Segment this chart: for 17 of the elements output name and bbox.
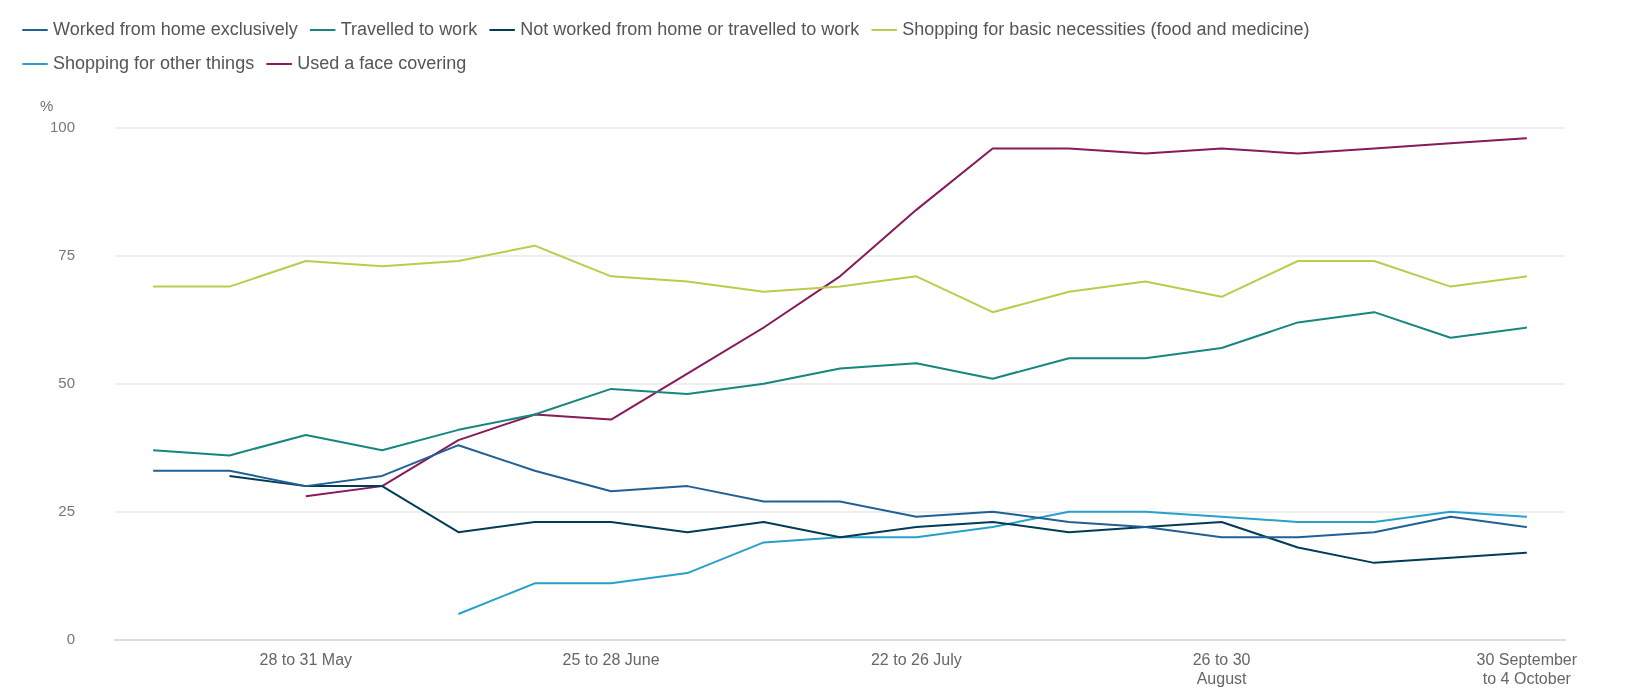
- y-tick-label: 75: [58, 246, 76, 264]
- legend-label: Travelled to work: [340, 18, 479, 39]
- x-tick-label: 28 to 31 May: [259, 650, 353, 668]
- x-tick-label: 30 September to 4 October: [1476, 650, 1578, 687]
- y-tick-label: 50: [58, 373, 76, 391]
- y-axis-title: %: [40, 96, 54, 114]
- x-tick-label: 22 to 26 July: [870, 650, 962, 668]
- y-tick-label: 25: [58, 501, 76, 519]
- legend-label: Shopping for other things: [53, 52, 255, 73]
- y-tick-label: 0: [66, 629, 76, 647]
- y-tick-label: 100: [50, 118, 76, 136]
- x-tick-label: 25 to 28 June: [562, 650, 660, 668]
- legend-label: Used a face covering: [297, 52, 467, 73]
- x-tick-label: 26 to 30 August: [1192, 650, 1251, 687]
- legend-label: Worked from home exclusively: [53, 18, 298, 39]
- legend-label: Not worked from home or travelled to work: [520, 18, 861, 39]
- legend-label: Shopping for basic necessities (food and medicine): [902, 18, 1310, 39]
